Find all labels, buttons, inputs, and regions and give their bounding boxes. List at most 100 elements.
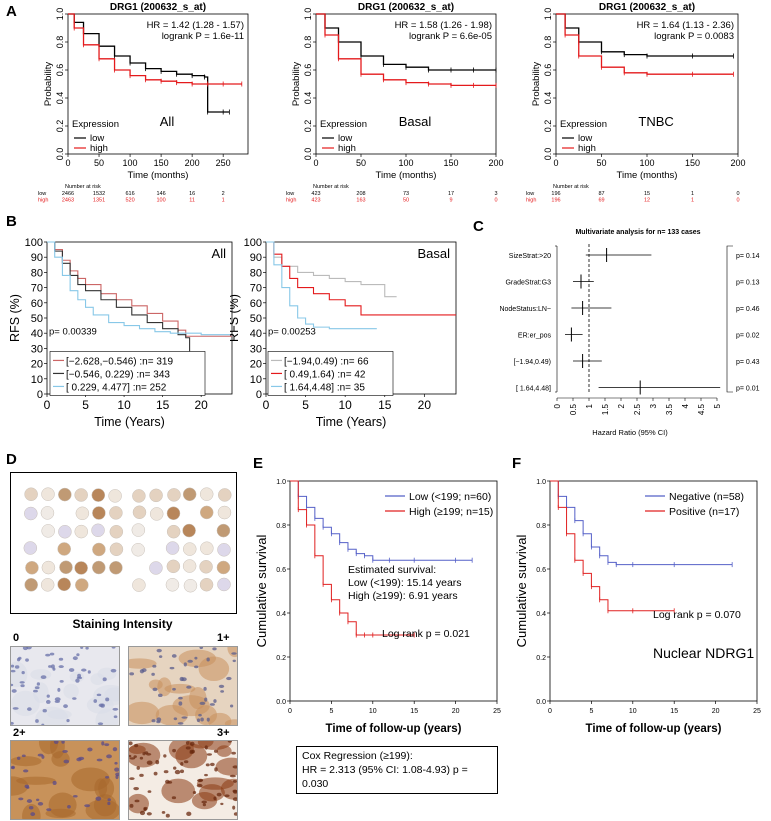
legend-label-low: low bbox=[578, 133, 592, 144]
cell-nucleus bbox=[213, 796, 217, 801]
x-tick-label: 5 bbox=[302, 398, 309, 412]
x-tick-label: 5 bbox=[329, 708, 333, 715]
tissue-region bbox=[161, 778, 196, 804]
cell-nucleus bbox=[218, 684, 225, 689]
legend-box bbox=[49, 351, 206, 396]
y-tick-label: 40 bbox=[250, 328, 262, 340]
risk-value-high: 2463 bbox=[62, 198, 74, 204]
y-tick-label: 0.2 bbox=[536, 655, 546, 662]
risk-value-low: 16 bbox=[189, 191, 195, 197]
cell-nucleus bbox=[139, 810, 146, 816]
legend-label-high: high bbox=[578, 143, 596, 154]
cell-nucleus bbox=[102, 677, 107, 682]
risk-value-low: 17 bbox=[448, 191, 454, 197]
cell-nucleus bbox=[112, 747, 118, 752]
cell-nucleus bbox=[33, 689, 38, 693]
tma-core bbox=[200, 541, 214, 555]
hazard-ratio-text: HR = 1.58 (1.26 - 1.98) bbox=[395, 20, 492, 31]
tissue-region bbox=[227, 647, 237, 658]
x-tick-label: 2 bbox=[617, 403, 626, 408]
cell-nucleus bbox=[174, 769, 181, 775]
cell-nucleus bbox=[163, 754, 167, 758]
cell-nucleus bbox=[105, 697, 110, 702]
subset-label: Basal bbox=[399, 114, 432, 129]
cell-nucleus bbox=[181, 716, 188, 719]
cell-nucleus bbox=[204, 745, 208, 750]
tma-core bbox=[218, 488, 232, 502]
x-tick-label: 4 bbox=[681, 403, 690, 408]
x-tick-label: 0 bbox=[548, 708, 552, 715]
x-axis-label: Time of follow-up (years) bbox=[586, 723, 722, 735]
cell-nucleus bbox=[209, 762, 215, 767]
cell-nucleus bbox=[27, 707, 32, 711]
risk-row-label-low: low bbox=[286, 191, 294, 197]
tissue-region bbox=[98, 777, 115, 800]
tma-core bbox=[92, 542, 106, 557]
cell-nucleus bbox=[192, 790, 197, 795]
legend-box bbox=[267, 351, 394, 396]
cell-nucleus bbox=[129, 754, 132, 758]
x-tick-label: 0 bbox=[313, 158, 318, 168]
cell-nucleus bbox=[35, 719, 39, 723]
risk-value-high: 50 bbox=[403, 198, 409, 204]
y-tick-label: 10 bbox=[31, 374, 43, 386]
cell-nucleus bbox=[203, 686, 207, 691]
cell-nucleus bbox=[67, 805, 71, 809]
risk-value-high: 12 bbox=[644, 198, 650, 204]
risk-value-low: 3 bbox=[494, 191, 497, 197]
tma-core bbox=[25, 561, 39, 575]
tissue-region bbox=[69, 671, 85, 683]
legend-title: Expression bbox=[72, 119, 119, 130]
cell-nucleus bbox=[101, 741, 105, 746]
cell-nucleus bbox=[45, 699, 51, 704]
risk-row-label-low: low bbox=[526, 191, 534, 197]
rfs-curve bbox=[266, 241, 397, 298]
x-tick-label: 25 bbox=[753, 708, 761, 715]
y-tick-label: 100 bbox=[25, 237, 43, 249]
risk-value-high: 1351 bbox=[93, 198, 105, 204]
legend-label-high: high bbox=[90, 143, 108, 154]
cell-nucleus bbox=[179, 676, 184, 682]
risk-value-low: 2466 bbox=[62, 191, 74, 197]
tissue-region bbox=[148, 679, 163, 690]
tma-core bbox=[166, 506, 181, 521]
x-tick-label: 0 bbox=[288, 708, 292, 715]
cell-nucleus bbox=[183, 662, 187, 667]
legend-label: [ 0.229, 4.477] :n= 252 bbox=[66, 382, 167, 393]
legend-label-low: low bbox=[338, 133, 352, 144]
cell-nucleus bbox=[20, 684, 25, 688]
cell-nucleus bbox=[163, 770, 169, 774]
cell-nucleus bbox=[171, 796, 177, 800]
cell-nucleus bbox=[189, 741, 195, 746]
x-tick-label: 15 bbox=[156, 398, 170, 412]
tma-core bbox=[24, 506, 38, 521]
y-axis-label: RFS (%) bbox=[230, 294, 241, 342]
cell-nucleus bbox=[97, 722, 104, 725]
x-tick-label: 15 bbox=[410, 708, 418, 715]
cell-nucleus bbox=[48, 665, 52, 668]
cell-nucleus bbox=[133, 755, 137, 759]
y-tick-label: 0.0 bbox=[303, 148, 313, 161]
chart-title: DRG1 (200632_s_at) bbox=[110, 2, 206, 13]
chart-title: DRG1 (200632_s_at) bbox=[358, 2, 454, 13]
tma-core bbox=[217, 543, 231, 557]
cell-nucleus bbox=[156, 720, 161, 724]
subset-label: All bbox=[212, 246, 227, 261]
tma-core bbox=[149, 561, 163, 575]
forest-row-pvalue: p= 0.46 bbox=[736, 306, 760, 313]
cell-nucleus bbox=[63, 759, 70, 764]
legend-label: [ 1.64,4.48] :n= 35 bbox=[284, 382, 365, 393]
y-tick-label: 0.6 bbox=[536, 567, 546, 574]
x-axis-label: Time (months) bbox=[376, 170, 437, 181]
tma-core bbox=[183, 578, 198, 593]
cell-nucleus bbox=[41, 723, 45, 725]
histology-image-0 bbox=[10, 646, 120, 726]
y-tick-label: 0.8 bbox=[276, 523, 286, 530]
tma-core bbox=[166, 524, 181, 539]
cell-nucleus bbox=[107, 798, 111, 802]
cell-nucleus bbox=[200, 717, 204, 722]
cell-nucleus bbox=[143, 807, 147, 812]
forest-plot: Multivariate analysis for n= 133 cases Si… bbox=[499, 229, 760, 437]
y-tick-label: 0.0 bbox=[543, 148, 553, 161]
tma-core bbox=[216, 523, 231, 538]
